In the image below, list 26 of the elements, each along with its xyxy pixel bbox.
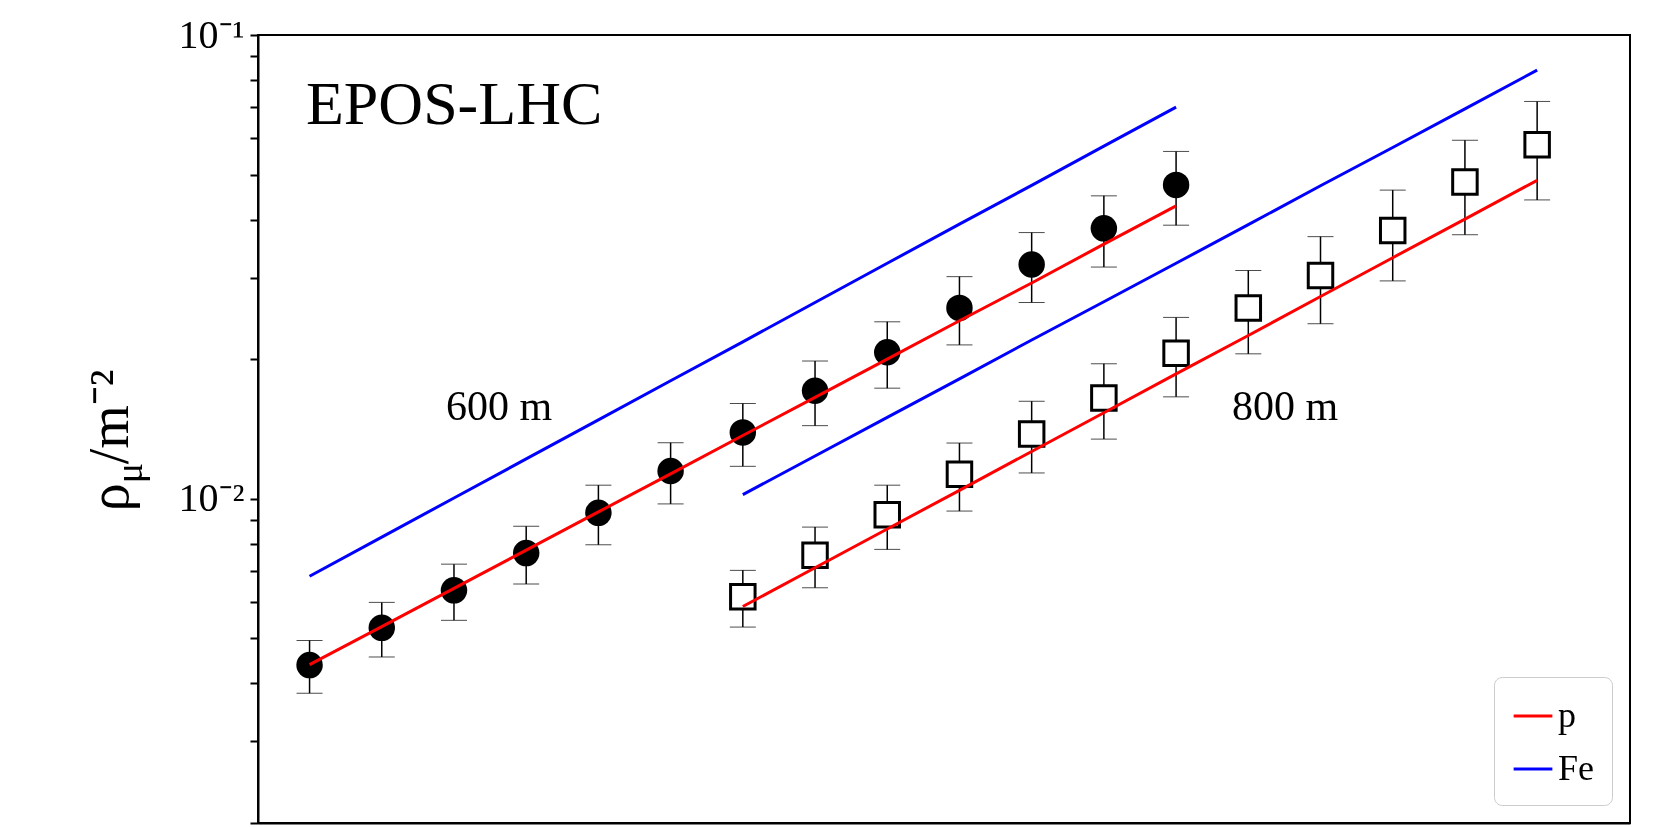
point — [801, 541, 829, 569]
point — [1523, 130, 1551, 159]
y-tick-label: 10⁻¹ — [178, 11, 245, 57]
point — [945, 460, 974, 488]
point — [729, 582, 757, 611]
point — [1090, 384, 1118, 412]
point — [1090, 215, 1118, 242]
point — [1162, 171, 1190, 199]
legend-label: Fe — [1558, 748, 1594, 788]
line-series — [741, 68, 1539, 497]
point — [1018, 251, 1045, 278]
point — [296, 651, 323, 679]
y-axis-title: ρμ/m⁻² — [78, 369, 150, 512]
annotation: 800 m — [1231, 383, 1339, 429]
y-tick-label: 10⁻² — [178, 475, 245, 521]
point — [1162, 339, 1190, 367]
point — [1451, 168, 1479, 196]
point — [873, 500, 901, 529]
point — [1017, 420, 1046, 448]
point — [1378, 216, 1407, 245]
point — [1306, 261, 1335, 290]
point — [1234, 294, 1263, 322]
annotation: EPOS-LHC — [306, 69, 603, 137]
annotation: 600 m — [445, 383, 553, 429]
point — [946, 294, 973, 322]
legend-label: p — [1558, 695, 1576, 735]
